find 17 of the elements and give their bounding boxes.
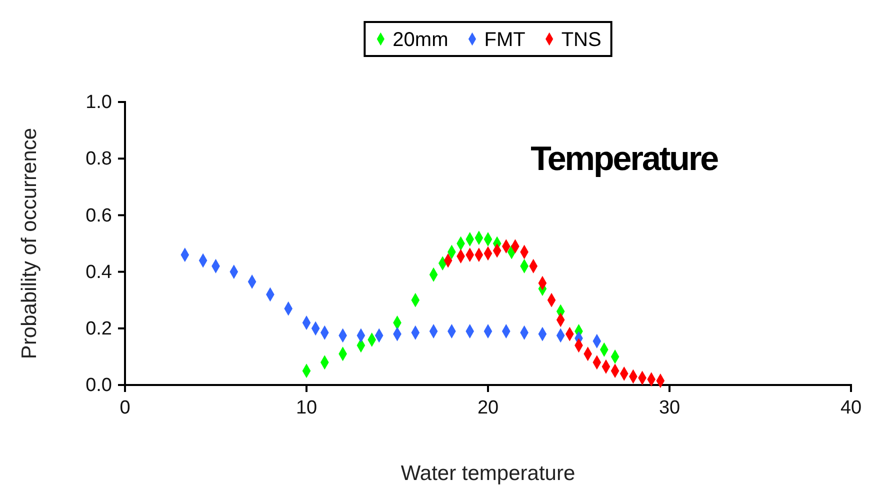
- y-tick-label: 0.4: [86, 262, 112, 283]
- y-tick-label: 1.0: [86, 92, 112, 114]
- legend-label: TNS: [561, 29, 602, 51]
- text: Temperature: [530, 140, 718, 178]
- x-axis-title: Water temperature: [400, 462, 576, 485]
- y-axis-title: Probability of occurrence: [18, 128, 41, 360]
- y-tick-label: 0.8: [86, 148, 112, 170]
- y-tick-label: 0.2: [86, 318, 112, 340]
- legend-label: FMT: [484, 29, 526, 51]
- x-tick-label: 10: [296, 397, 318, 418]
- x-tick-label: 20: [477, 397, 499, 418]
- x-tick-label: 30: [658, 397, 680, 418]
- y-tick-label: 0.0: [86, 375, 112, 396]
- y-tick-label: 0.6: [86, 205, 112, 226]
- x-tick-label: 40: [840, 397, 862, 418]
- x-tick-label: 0: [120, 397, 130, 418]
- legend-label: 20mm: [392, 29, 448, 51]
